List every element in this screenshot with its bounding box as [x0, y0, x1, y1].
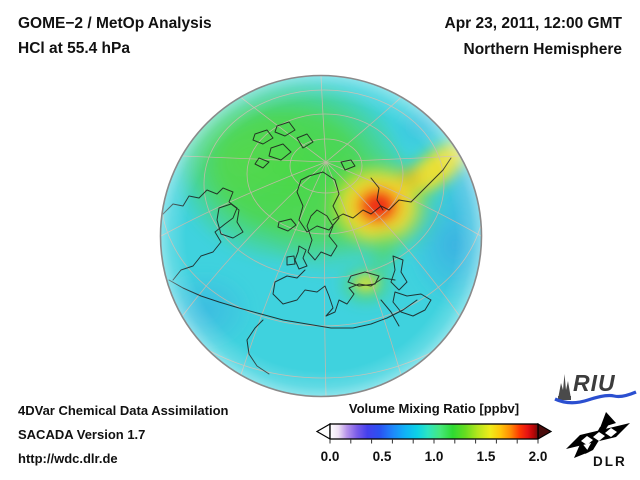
riu-logo-text: RIU	[573, 370, 616, 396]
dlr-logo: DLR	[564, 412, 634, 472]
date-label: Apr 23, 2011, 12:00 GMT	[444, 15, 622, 32]
header-right: Apr 23, 2011, 12:00 GMT Northern Hemisph…	[445, 11, 622, 63]
tick-label: 0.5	[372, 449, 392, 464]
tick-label: 0.0	[320, 449, 340, 464]
tick-label: 1.0	[424, 449, 444, 464]
url-label: http://wdc.dlr.de	[18, 451, 118, 466]
limb-highlight	[160, 75, 482, 397]
hemisphere-label: Northern Hemisphere	[463, 41, 622, 58]
tick-label: 2.0	[528, 449, 548, 464]
dlr-logo-text: DLR	[593, 454, 627, 469]
species-level: HCl at 55.4 hPa	[18, 40, 130, 57]
globe-limb	[159, 74, 483, 398]
assimilation-label: 4DVar Chemical Data Assimilation	[18, 403, 229, 418]
colorbar-right-arrow	[537, 422, 553, 441]
rhine-wave-icon	[554, 390, 637, 405]
footer-credits: 4DVar Chemical Data Assimilation SACADA …	[18, 399, 229, 471]
colorbar-title: Volume Mixing Ratio [ppbv]	[348, 401, 520, 416]
globe-map	[159, 74, 483, 398]
colorbar-tick-labels: 0.0 0.5 1.0 1.5 2.0	[314, 449, 554, 465]
colorbar-gradient-bar	[329, 423, 539, 440]
analysis-title: GOME−2 / MetOp Analysis	[18, 15, 212, 32]
cathedral-icon	[558, 374, 571, 400]
dlr-emblem-icon	[566, 412, 630, 458]
riu-logo: RIU	[554, 370, 638, 409]
tick-label: 1.5	[476, 449, 496, 464]
colorbar-left-arrow	[315, 422, 331, 441]
colorbar-minor-ticks	[329, 439, 539, 444]
version-label: SACADA Version 1.7	[18, 427, 146, 442]
header-left: GOME−2 / MetOp Analysis HCl at 55.4 hPa	[18, 11, 212, 61]
colorbar	[315, 422, 553, 444]
